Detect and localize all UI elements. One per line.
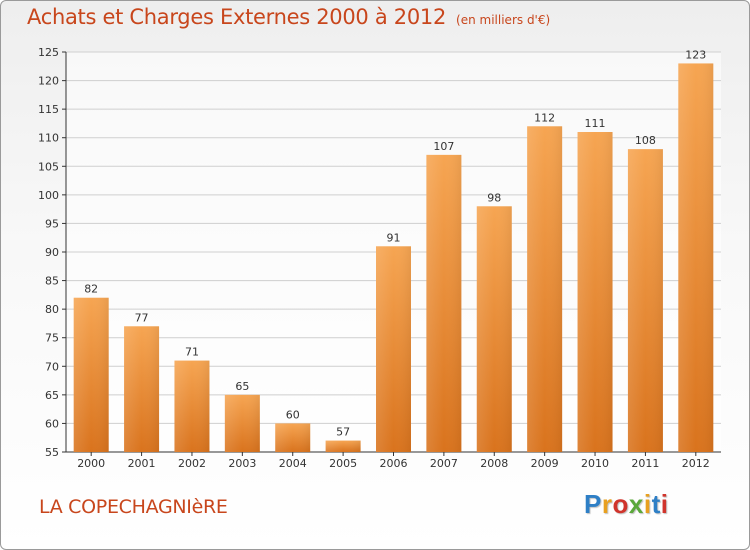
bar-shade — [174, 360, 210, 452]
bar-shade — [325, 440, 361, 452]
bar-shade — [275, 423, 311, 452]
data-label: 108 — [635, 134, 656, 147]
bar-shade — [376, 246, 411, 452]
logo-letter: i — [643, 489, 652, 519]
x-tick-label: 2005 — [329, 457, 357, 470]
y-tick-label: 100 — [38, 189, 59, 202]
chart-title: Achats et Charges Externes 2000 à 2012 (e… — [27, 5, 550, 29]
x-tick-label: 2006 — [380, 457, 408, 470]
logo-letter: o — [612, 489, 629, 519]
logo-letter: x — [628, 489, 644, 519]
x-tick-label: 2007 — [430, 457, 458, 470]
data-label: 65 — [235, 380, 249, 393]
y-tick-label: 75 — [45, 332, 59, 345]
y-tick-label: 80 — [45, 303, 59, 316]
data-label: 107 — [433, 140, 454, 153]
y-tick-label: 70 — [45, 360, 59, 373]
x-tick-label: 2004 — [279, 457, 307, 470]
data-label: 57 — [336, 426, 350, 439]
y-tick-label: 105 — [38, 160, 59, 173]
data-label: 112 — [534, 111, 555, 124]
y-tick-label: 90 — [45, 246, 59, 259]
y-tick-label: 65 — [45, 389, 59, 402]
bar-shade — [124, 326, 160, 452]
x-tick-label: 2003 — [228, 457, 256, 470]
bar-shade — [73, 297, 109, 452]
y-tick-label: 60 — [45, 417, 59, 430]
data-label: 77 — [135, 311, 149, 324]
chart-unit: (en milliers d'€) — [456, 13, 551, 27]
y-tick-label: 115 — [38, 103, 59, 116]
logo-letter: t — [651, 489, 661, 519]
bar-shade — [426, 154, 462, 452]
x-tick-label: 2012 — [682, 457, 710, 470]
bar-shade — [627, 149, 663, 452]
x-tick-label: 2008 — [480, 457, 508, 470]
x-tick-label: 2010 — [581, 457, 609, 470]
data-label: 91 — [387, 231, 401, 244]
bar-shade — [476, 206, 512, 452]
y-tick-label: 85 — [45, 275, 59, 288]
bar-shade — [678, 63, 714, 453]
data-label: 98 — [487, 191, 501, 204]
proxiti-logo: Proxiti — [584, 489, 668, 520]
logo-letter: r — [601, 489, 613, 519]
data-label: 71 — [185, 346, 199, 359]
chart-title-text: Achats et Charges Externes 2000 à 2012 — [27, 5, 447, 29]
bar-shade — [527, 126, 563, 453]
x-tick-label: 2011 — [631, 457, 659, 470]
x-tick-label: 2001 — [128, 457, 156, 470]
logo-letter: P — [584, 489, 602, 519]
x-tick-label: 2009 — [531, 457, 559, 470]
x-tick-label: 2000 — [77, 457, 105, 470]
data-label: 82 — [84, 283, 98, 296]
bar-shade — [577, 132, 613, 452]
y-tick-label: 120 — [38, 75, 59, 88]
commune-name: LA COPECHAGNIèRE — [39, 496, 228, 518]
x-tick-label: 2002 — [178, 457, 206, 470]
y-tick-label: 125 — [38, 46, 59, 59]
data-label: 123 — [685, 48, 706, 61]
data-label: 60 — [286, 408, 300, 421]
y-tick-label: 110 — [38, 132, 59, 145]
y-tick-label: 55 — [45, 446, 59, 459]
bar-shade — [224, 394, 260, 452]
y-tick-label: 95 — [45, 217, 59, 230]
logo-letter: i — [660, 489, 669, 519]
data-label: 111 — [585, 117, 606, 130]
